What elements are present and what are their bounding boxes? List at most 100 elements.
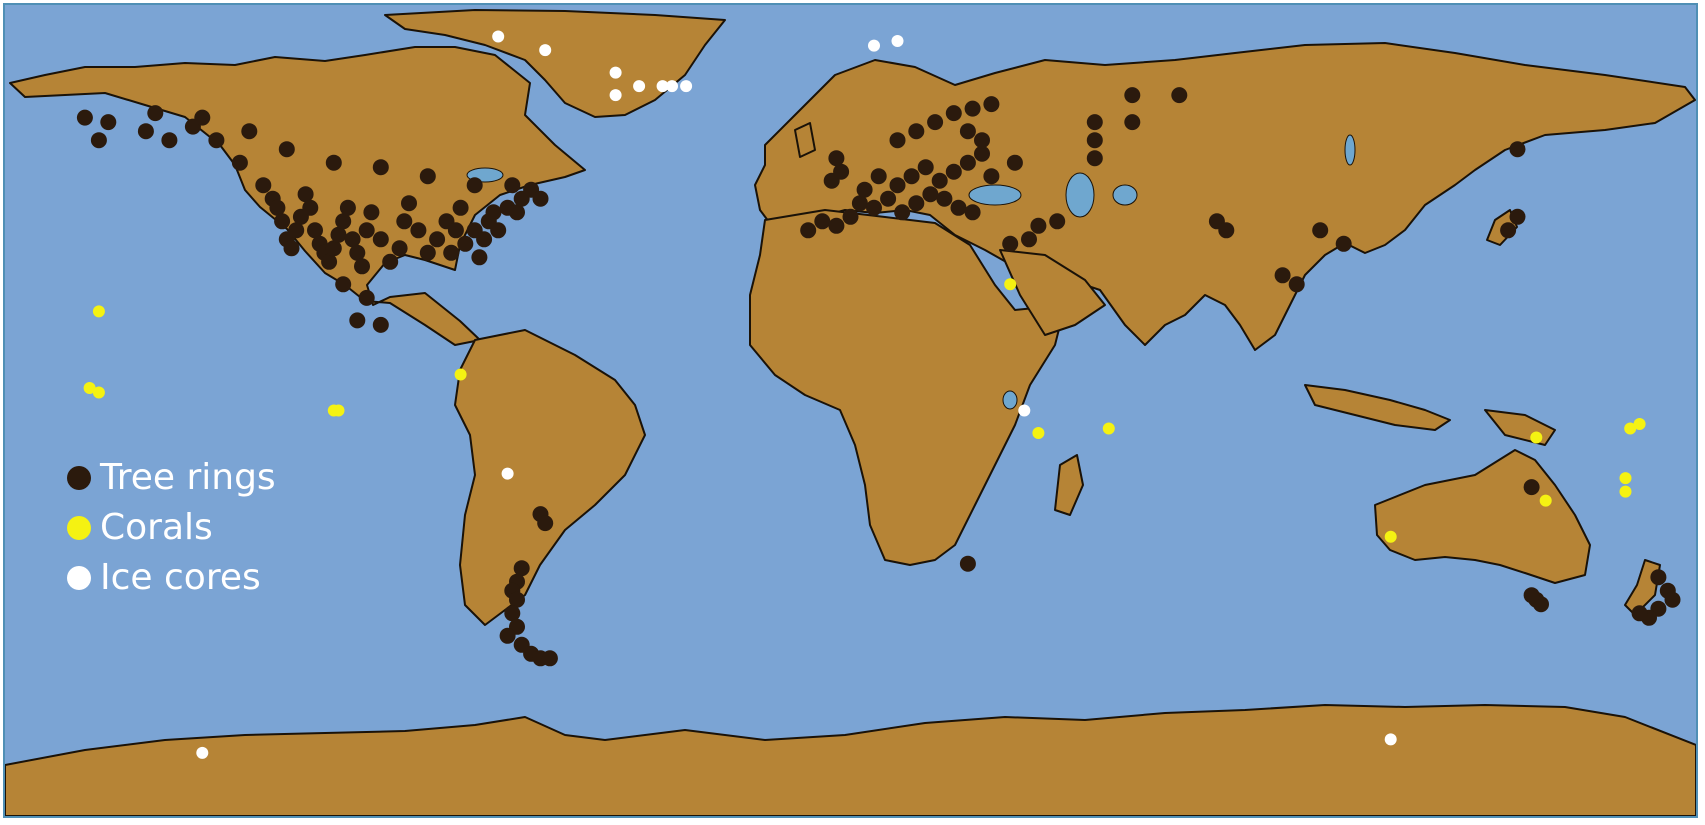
tree-ring-marker [908, 195, 925, 212]
tree-ring-marker [90, 132, 107, 149]
proxy-markers [76, 30, 1681, 759]
tree-ring-marker [532, 190, 549, 207]
tree-ring-marker [959, 555, 976, 572]
tree-ring-marker [866, 199, 882, 216]
tree-ring-marker [945, 163, 962, 180]
aral-sea [1112, 184, 1138, 206]
coral-marker [1384, 530, 1397, 543]
tree-ring-marker [945, 105, 962, 122]
lake-victoria [1002, 390, 1018, 410]
antarctica-landmass [5, 704, 1696, 816]
tree-ring-marker [1650, 569, 1667, 586]
tree-ring-marker [443, 244, 460, 261]
tree-ring-marker [851, 195, 868, 212]
tree-ring-marker [1288, 276, 1305, 293]
tree-ring-marker [278, 141, 295, 158]
tree-ring-marker [1631, 605, 1648, 622]
tree-ring-marker [358, 289, 375, 306]
tree-ring-marker [1509, 208, 1526, 225]
ice-core-marker [1384, 733, 1397, 746]
tree-ring-marker [1124, 114, 1141, 131]
tree-ring-marker [1274, 267, 1291, 284]
tree-ring-marker [471, 249, 488, 266]
coral-marker [83, 382, 96, 394]
tree-ring-marker [363, 204, 380, 221]
tree-ring-marker [344, 231, 361, 248]
tree-ring-marker [419, 244, 436, 261]
tree-ring-marker [321, 253, 338, 270]
ice-core-marker [609, 66, 622, 79]
tree-ring-marker [856, 181, 873, 198]
tree-ring-marker [1086, 150, 1103, 167]
tree-ring-marker [476, 231, 493, 248]
tree-ring-marker [1312, 222, 1329, 239]
ice-core-marker [539, 44, 552, 57]
ice-core-marker [633, 80, 646, 93]
lakes [466, 134, 1356, 410]
legend-item-corals: Corals [67, 503, 276, 553]
ice-core-marker [891, 35, 904, 47]
ice-core-marker [501, 467, 514, 480]
tree-ring-marker [927, 114, 944, 131]
tree-ring-marker [288, 222, 305, 239]
tree-ring-marker [372, 159, 389, 176]
tree-ring-marker [922, 186, 939, 203]
tree-ring-marker [894, 204, 911, 221]
tree-ring-marker [917, 159, 934, 176]
tree-ring-marker [457, 235, 474, 252]
tree-ring-marker [504, 605, 521, 622]
lake-baikal [1344, 134, 1356, 166]
tree-ring-marker [208, 132, 225, 149]
tree-ring-marker [241, 123, 258, 140]
corals-legend-dot [67, 516, 91, 540]
black-sea [968, 184, 1022, 206]
tree-ring-marker [513, 560, 530, 577]
tree-ring-marker [1664, 591, 1681, 608]
tree-ring-marker [1124, 87, 1141, 104]
ice-cores-legend-dot [67, 566, 91, 590]
coral-marker [1539, 494, 1552, 507]
tree-ring-marker [889, 132, 906, 149]
africa-landmass [749, 209, 1066, 566]
tree-ring-marker [255, 177, 272, 194]
coral-marker [1530, 431, 1543, 444]
tree-ring-marker [1086, 114, 1103, 131]
tree-ring-marker [828, 217, 845, 234]
tree-ring-marker [100, 114, 117, 131]
uk-landmass [794, 122, 816, 158]
tree-ring-marker [358, 222, 375, 239]
ice-core-marker [666, 80, 678, 93]
tree-ring-marker [541, 650, 558, 667]
tree-ring-marker [814, 213, 831, 230]
tree-ring-marker [283, 240, 300, 257]
tree-ring-marker [1006, 154, 1023, 171]
tree-ring-marker [1218, 222, 1235, 239]
ice-core-marker [656, 80, 669, 93]
tree-ring-marker [959, 123, 976, 140]
legend-item-tree-rings: Tree rings [67, 453, 276, 503]
coral-marker [1102, 422, 1115, 435]
world-map: Tree rings Corals Ice cores [3, 3, 1698, 818]
tree-ring-marker [870, 168, 887, 185]
tree-ring-marker [828, 150, 845, 167]
tree-ring-marker [447, 222, 464, 239]
tree-ring-marker [231, 154, 248, 171]
tree-ring-marker [833, 163, 850, 180]
tree-ring-marker [269, 199, 286, 216]
coral-marker [1624, 422, 1637, 435]
tree-ring-marker [349, 244, 366, 261]
tree-ring-marker [974, 132, 990, 149]
tree-ring-marker [147, 105, 164, 122]
tree-ring-marker [842, 208, 859, 225]
tree-ring-marker [983, 96, 1000, 113]
coral-marker [454, 368, 467, 381]
tree-ring-marker [429, 231, 446, 248]
tree-ring-marker [335, 213, 352, 230]
coral-marker [1619, 485, 1632, 498]
tree-ring-marker [490, 222, 507, 239]
tree-ring-marker [391, 240, 408, 257]
tree-ring-marker [509, 204, 525, 221]
ice-core-marker [868, 39, 880, 52]
tree-ring-marker [537, 515, 554, 532]
tree-ring-marker [382, 253, 399, 270]
